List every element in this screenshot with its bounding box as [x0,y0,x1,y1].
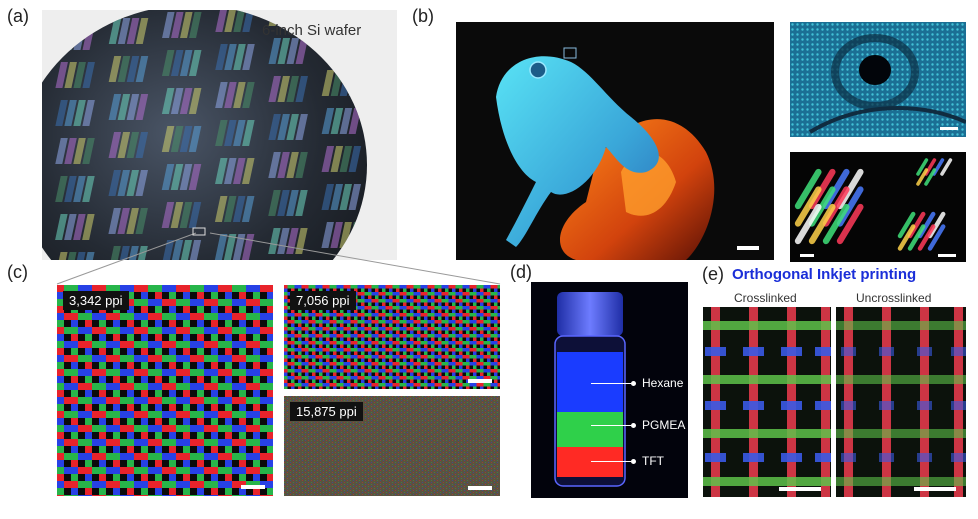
scale-bar-c2 [468,379,492,383]
pupil [859,55,891,85]
scale-bar-b-1 [800,254,814,257]
scale-bar-b-2 [938,254,956,257]
panel-label-e: (e) [702,264,724,284]
scale-bar-b [737,246,759,250]
vial-label-pgmea: PGMEA [642,418,686,432]
vial-cap [557,292,623,336]
scale-bar-b-closeup [940,127,958,130]
vial-label-tft: TFT [642,454,664,468]
die-grid [55,10,362,260]
chameleon-eye [529,61,547,79]
wafer-photo: 6-inch Si wafer [42,10,397,260]
ppi-label-3342: 3,342 ppi [63,291,129,310]
eye-closeup [790,22,966,137]
label-uncrosslinked: Uncrosslinked [856,291,932,305]
crosslinked-image [703,307,831,497]
panel-label-b: (b) [412,6,434,26]
scale-bar-c3 [468,486,492,490]
subpixel-15875-panel: 15,875 ppi [284,396,500,496]
vial-layer-pgmea [557,412,623,447]
wafer-caption: 6-inch Si wafer [262,22,362,39]
uncrosslinked-image [836,307,966,497]
label-crosslinked: Crosslinked [734,291,797,305]
vial-layer-tft [557,447,623,477]
ppi-label-7056: 7,056 ppi [290,291,356,310]
vial-label-hexane: Hexane [642,376,684,390]
chameleon-body [496,56,659,247]
vial-photo: Hexane PGMEA TFT [531,282,688,498]
panel-label-c: (c) [7,262,28,282]
subpixel-closeup [790,152,966,262]
subpixel-3342-panel: 3,342 ppi [57,285,273,496]
vial-layer-hexane [557,352,623,412]
subpixel-7056-panel: 7,056 ppi [284,285,500,389]
panel-label-d: (d) [510,262,532,282]
panel-label-a: (a) [7,6,29,26]
scale-bar-c1 [241,485,265,489]
ppi-label-15875: 15,875 ppi [290,402,363,421]
chameleon-image [456,22,774,260]
inkjet-title: Orthogonal Inkjet printing [732,266,917,283]
